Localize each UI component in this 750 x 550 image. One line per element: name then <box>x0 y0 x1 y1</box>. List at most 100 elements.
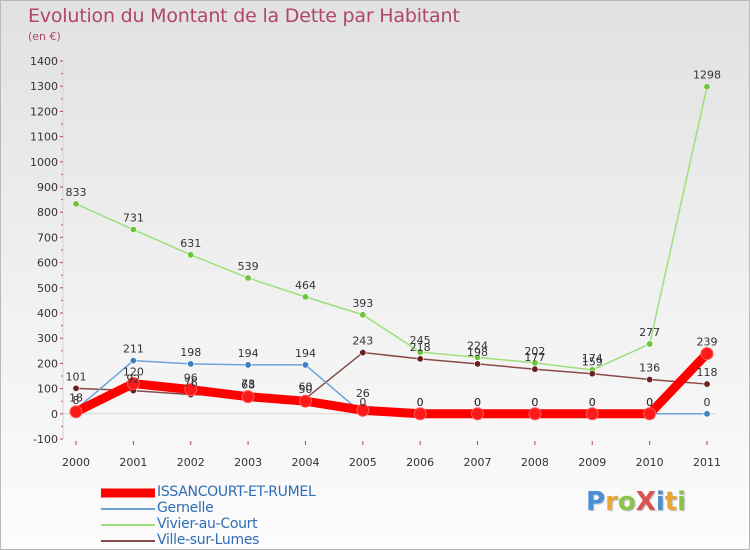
legend-label-issancourt: ISSANCOURT-ET-RUMEL <box>157 484 316 500</box>
data-label: 18 <box>69 391 83 404</box>
x-tick-label: 2007 <box>464 456 492 469</box>
data-label: 120 <box>123 366 144 379</box>
data-label: 198 <box>180 346 201 359</box>
series-point-0 <box>298 394 312 408</box>
data-label-annotation: 26 <box>356 387 370 400</box>
x-tick-label: 2011 <box>693 456 721 469</box>
series-point-0 <box>241 390 255 404</box>
series-point-3 <box>359 349 367 357</box>
series-point-3 <box>531 365 539 373</box>
data-label: 0 <box>646 396 653 409</box>
y-tick-label: 300 <box>37 332 58 345</box>
data-label: 101 <box>66 370 87 383</box>
series-line-2 <box>75 85 708 371</box>
data-label: 464 <box>295 279 316 292</box>
data-label: 243 <box>352 335 373 348</box>
data-label: 833 <box>66 186 87 199</box>
series-point-3 <box>416 355 424 363</box>
series-point-1 <box>187 360 195 368</box>
legend-swatch-vivier <box>101 524 155 526</box>
y-tick-label: 600 <box>37 257 58 270</box>
series-point-0 <box>69 405 83 419</box>
data-label: 1298 <box>693 69 721 82</box>
data-label: 0 <box>589 396 596 409</box>
series-point-0 <box>413 407 427 421</box>
data-label: 245 <box>410 334 431 347</box>
data-label: 218 <box>410 341 431 354</box>
logo-letter: X <box>635 487 656 517</box>
data-label: 539 <box>238 260 259 273</box>
legend-label-gernelle: Gernelle <box>157 500 214 516</box>
y-tick-label: 500 <box>37 282 58 295</box>
series-point-3 <box>588 370 596 378</box>
data-label: 92 <box>126 373 140 386</box>
legend-label-ville: Ville-sur-Lumes <box>157 532 260 548</box>
data-label: 0 <box>531 396 538 409</box>
legend-label-vivier: Vivier-au-Court <box>157 516 258 532</box>
series-point-2 <box>301 293 309 301</box>
data-label: 224 <box>467 339 488 352</box>
data-label: 0 <box>417 396 424 409</box>
y-tick-label: 1400 <box>30 55 58 68</box>
logo-letter: r <box>605 487 618 517</box>
data-label: 0 <box>474 396 481 409</box>
data-label: 174 <box>582 352 603 365</box>
y-tick-label: -100 <box>33 433 58 446</box>
data-label: 96 <box>184 372 198 385</box>
data-label: 202 <box>524 345 545 358</box>
y-tick-label: 800 <box>37 206 58 219</box>
legend-swatch-issancourt <box>101 488 155 498</box>
data-label: 0 <box>417 396 424 409</box>
data-label: 0 <box>589 396 596 409</box>
chart-title: Evolution du Montant de la Dette par Hab… <box>28 5 460 27</box>
data-label: 0 <box>531 396 538 409</box>
data-label: 239 <box>697 336 718 349</box>
y-tick-label: 1300 <box>30 80 58 93</box>
series-point-1 <box>703 410 711 418</box>
series-point-2 <box>416 348 424 356</box>
y-tick-label: 900 <box>37 181 58 194</box>
series-point-3 <box>703 380 711 388</box>
x-tick-label: 2000 <box>62 456 90 469</box>
series-line-0 <box>71 349 712 419</box>
data-label: 118 <box>697 366 718 379</box>
series-point-1 <box>129 357 137 365</box>
y-unit-label: (en €) <box>28 30 61 43</box>
y-tick-label: 0 <box>51 408 58 421</box>
y-tick-label: 700 <box>37 231 58 244</box>
data-label: 0 <box>474 396 481 409</box>
series-point-2 <box>359 311 367 319</box>
y-tick-label: 400 <box>37 307 58 320</box>
x-tick-label: 2005 <box>349 456 377 469</box>
logo-letter: P <box>586 487 606 517</box>
data-label: 76 <box>184 377 198 390</box>
data-label: 211 <box>123 343 144 356</box>
series-point-2 <box>646 340 654 348</box>
y-tick-label: 100 <box>37 383 58 396</box>
x-tick-label: 2001 <box>119 456 147 469</box>
x-tick-label: 2004 <box>291 456 319 469</box>
series-point-1 <box>244 361 252 369</box>
data-label: 194 <box>238 347 259 360</box>
x-tick-label: 2002 <box>177 456 205 469</box>
y-tick-label: 200 <box>37 357 58 370</box>
series-point-0 <box>643 407 657 421</box>
legend-swatch-gernelle <box>101 508 155 510</box>
data-label: 0 <box>646 396 653 409</box>
series-point-2 <box>72 200 80 208</box>
data-label: 8 <box>73 394 80 407</box>
data-label: 136 <box>639 362 660 375</box>
logo-letter: o <box>617 487 636 517</box>
data-label: 177 <box>524 351 545 364</box>
data-label: 0 <box>704 396 711 409</box>
data-label: 50 <box>298 383 312 396</box>
y-tick-label: 1200 <box>30 105 58 118</box>
series-point-2 <box>244 274 252 282</box>
series-line-3 <box>75 351 708 400</box>
legend-swatch-ville <box>101 540 155 542</box>
data-label: 68 <box>241 379 255 392</box>
logo-letter: i <box>655 487 665 517</box>
series-point-0 <box>184 383 198 397</box>
